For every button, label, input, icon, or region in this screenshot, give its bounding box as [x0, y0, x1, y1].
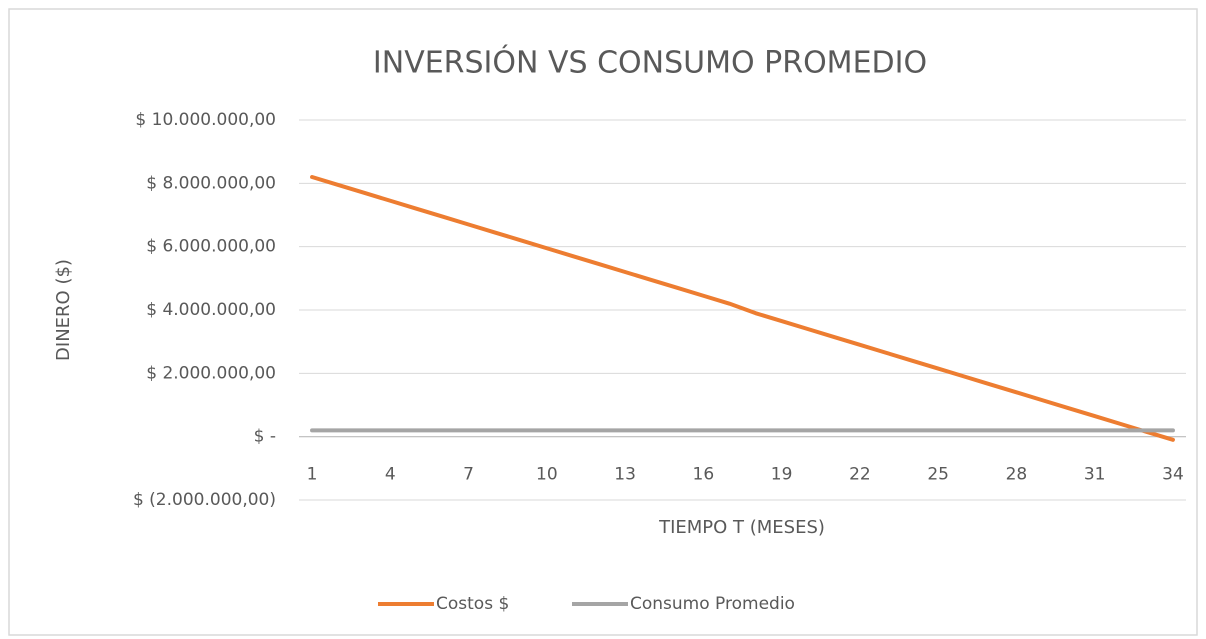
- x-tick-label: 1: [307, 465, 318, 485]
- y-tick-label: $ -: [254, 427, 276, 447]
- y-axis-title: DINERO ($): [53, 259, 74, 361]
- x-axis-title: TIEMPO T (MESES): [658, 517, 825, 538]
- legend-label: Costos $: [436, 594, 509, 614]
- x-tick-label: 10: [536, 465, 558, 485]
- y-tick-label: $ 8.000.000,00: [146, 173, 276, 193]
- legend-label: Consumo Promedio: [630, 594, 795, 614]
- x-tick-label: 16: [693, 465, 715, 485]
- x-tick-label: 4: [385, 465, 396, 485]
- x-tick-label: 22: [849, 465, 871, 485]
- chart-border: [8, 8, 1198, 636]
- y-tick-label: $ 10.000.000,00: [135, 110, 276, 130]
- series-line: [310, 175, 1175, 442]
- y-tick-label: $ 6.000.000,00: [146, 237, 276, 257]
- x-tick-label: 7: [463, 465, 474, 485]
- y-tick-label: $ (2.000.000,00): [133, 490, 276, 510]
- y-tick-label: $ 4.000.000,00: [146, 300, 276, 320]
- x-tick-label: 31: [1084, 465, 1106, 485]
- y-tick-label: $ 2.000.000,00: [146, 363, 276, 383]
- x-tick-label: 19: [771, 465, 793, 485]
- x-tick-label: 28: [1006, 465, 1028, 485]
- x-tick-label: 13: [614, 465, 636, 485]
- x-tick-label: 34: [1162, 465, 1184, 485]
- chart-title: INVERSIÓN VS CONSUMO PROMEDIO: [373, 44, 927, 81]
- x-tick-label: 25: [927, 465, 949, 485]
